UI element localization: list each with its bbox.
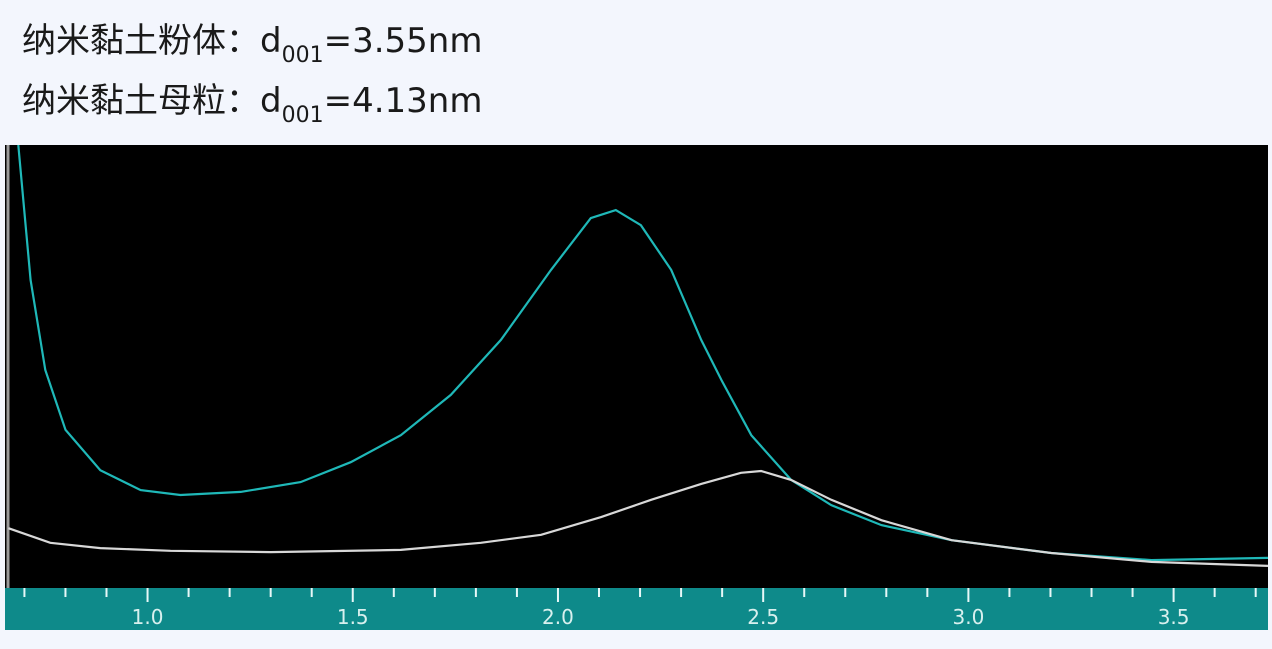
annotation-text: =4.13nm (324, 81, 483, 121)
x-tick-label: 1.5 (337, 605, 369, 629)
annotation: 纳米黏土粉体：d001=3.55nm (22, 21, 482, 68)
x-tick-label: 2.5 (747, 605, 779, 629)
annotation-subscript: 001 (282, 103, 324, 128)
x-tick-label: 2.0 (542, 605, 574, 629)
x-axis-strip (5, 588, 1268, 630)
annotation: 纳米黏土母粒：d001=4.13nm (22, 81, 482, 128)
data-line (17, 145, 1268, 562)
data-line (8, 469, 1268, 567)
annotation-text: 纳米黏土粉体：d (22, 21, 282, 61)
x-tick-label: 3.5 (1158, 605, 1190, 629)
plot-lines (8, 145, 1268, 567)
annotation-text: =3.55nm (324, 21, 483, 61)
x-tick-label: 3.0 (952, 605, 984, 629)
annotation-text: 纳米黏土母粒：d (22, 81, 282, 121)
annotation-subscript: 001 (282, 43, 324, 68)
x-tick-label: 1.0 (132, 605, 164, 629)
plot-area (5, 145, 1268, 588)
